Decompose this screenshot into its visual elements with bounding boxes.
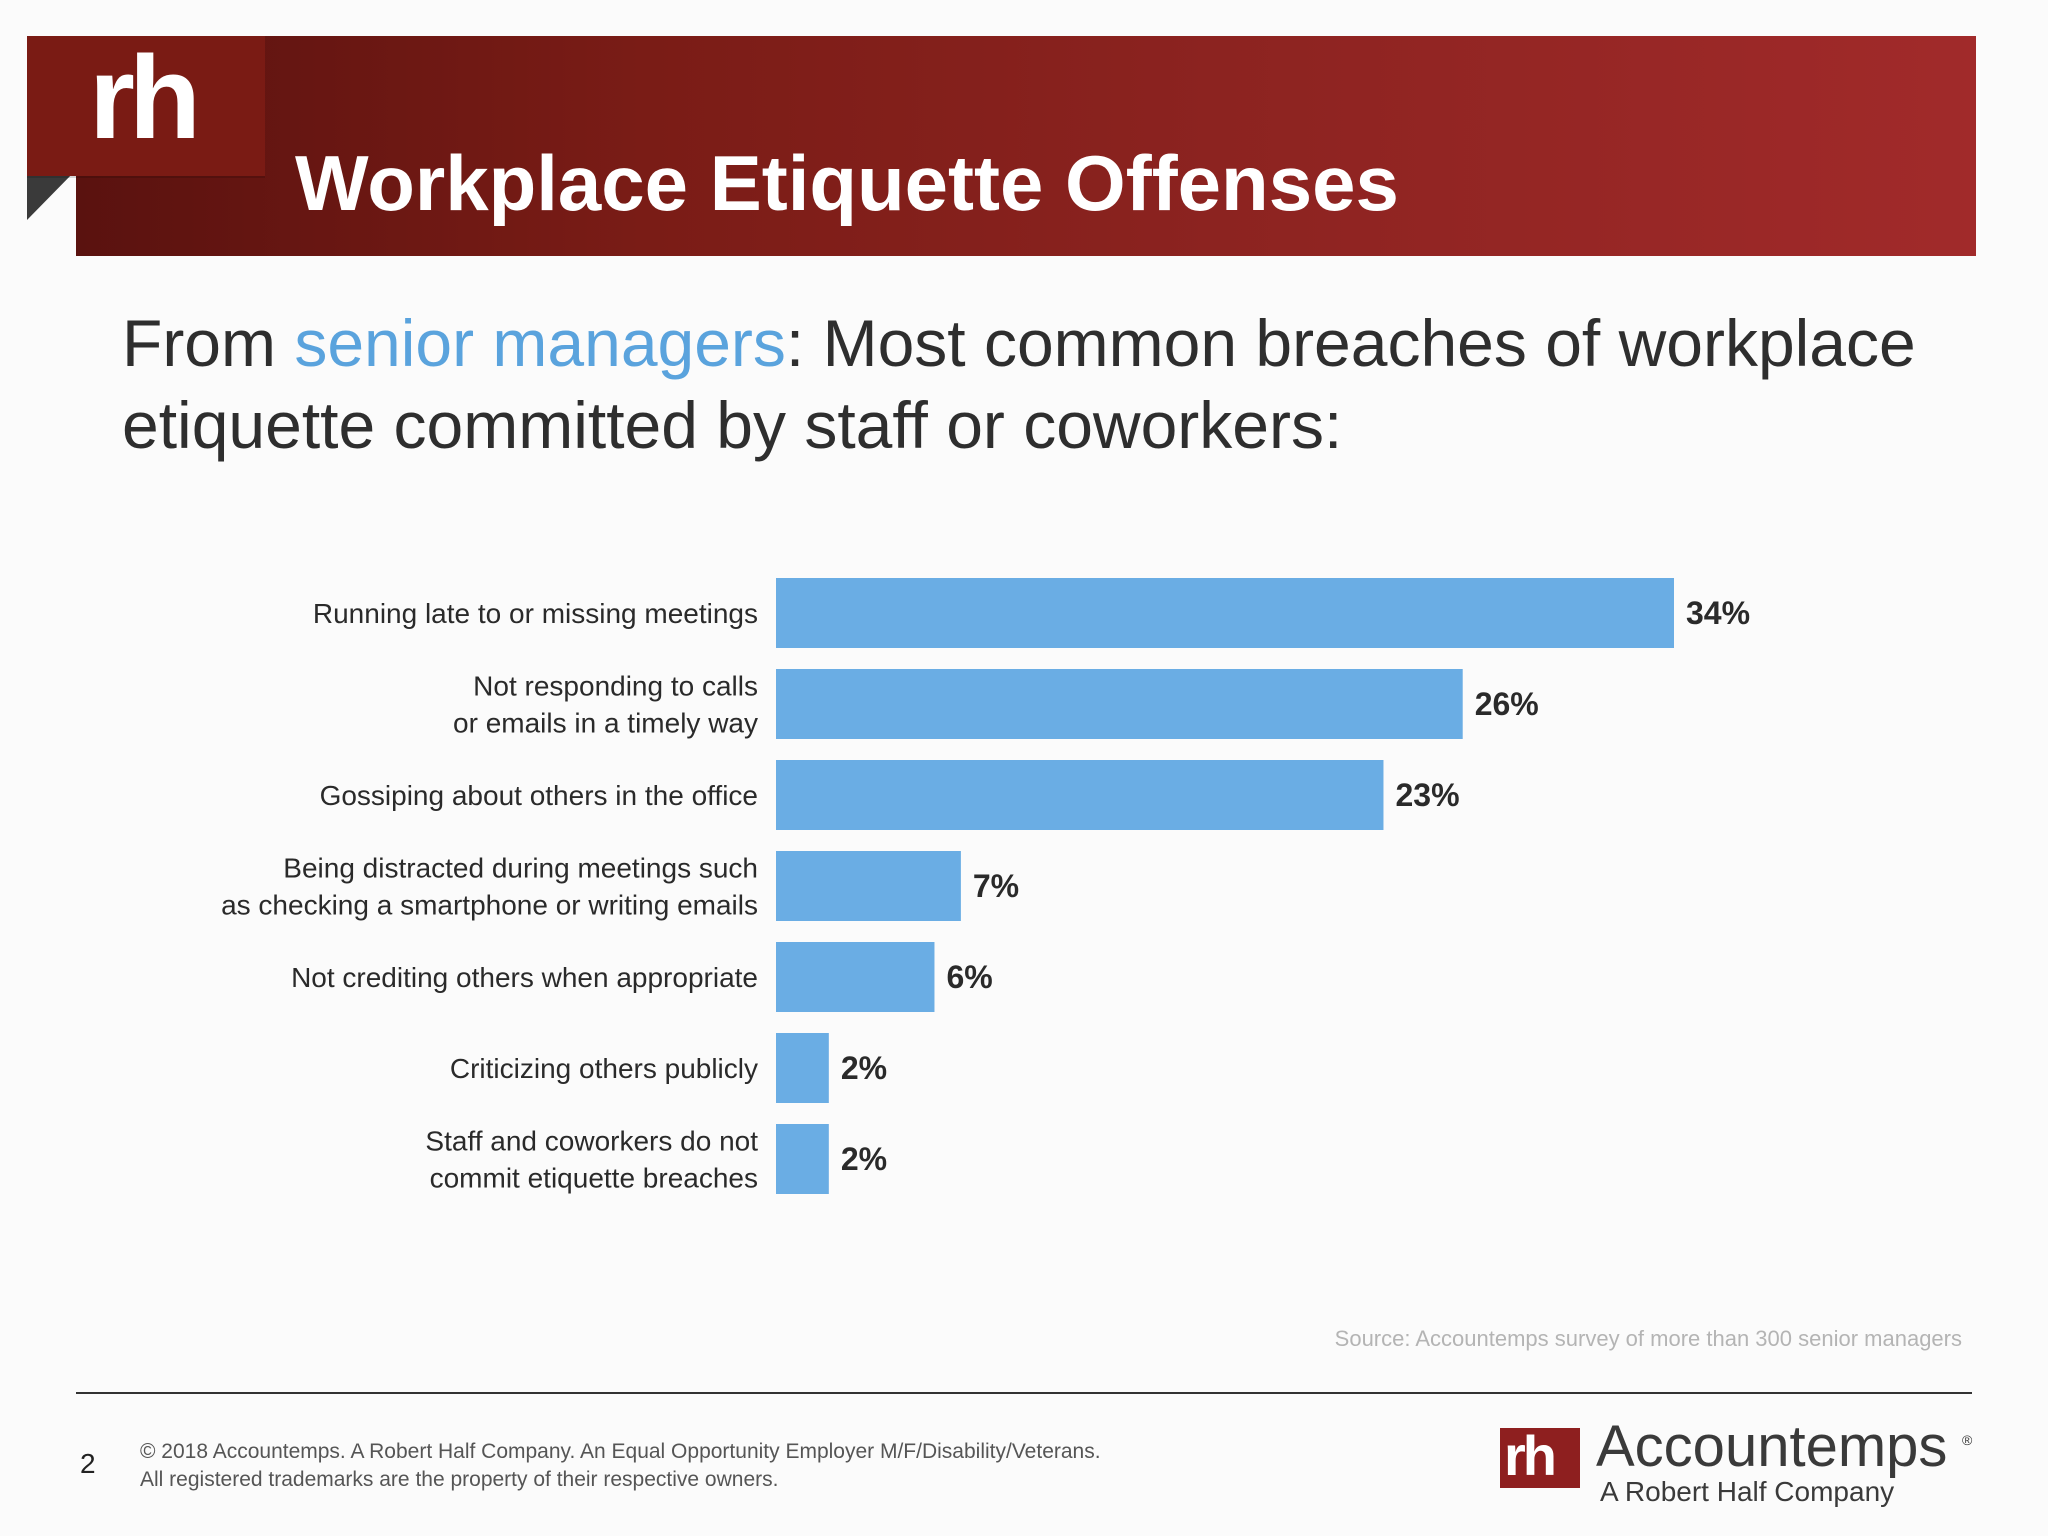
- brand-mark-text: rh: [1504, 1424, 1557, 1487]
- copyright-notice: © 2018 Accountemps. A Robert Half Compan…: [140, 1438, 1101, 1494]
- rh-logo: rh: [27, 36, 265, 176]
- subtitle-prefix: From: [122, 306, 295, 380]
- category-label-2-line-2: or emails in a timely way: [453, 708, 758, 739]
- bar-value-label-4: 7%: [973, 868, 1019, 904]
- source-note: Source: Accountemps survey of more than …: [1334, 1326, 1962, 1351]
- brand-mark: rh: [1500, 1424, 1580, 1488]
- category-label-6: Criticizing others publicly: [450, 1053, 758, 1084]
- bar-value-label-3: 23%: [1395, 777, 1459, 813]
- bar-1: [776, 578, 1674, 648]
- bar-4: [776, 851, 961, 921]
- bar-value-label-2: 26%: [1475, 686, 1539, 722]
- category-label-7-line-2: commit etiquette breaches: [430, 1163, 758, 1194]
- category-label-4-line-2: as checking a smartphone or writing emai…: [221, 890, 758, 921]
- brand-registered-mark: ®: [1962, 1432, 1973, 1448]
- bar-value-label-7: 2%: [841, 1141, 887, 1177]
- category-label-4-line-1: Being distracted during meetings such: [283, 853, 758, 884]
- category-label-5: Not crediting others when appropriate: [291, 962, 758, 993]
- subtitle-highlight: senior managers: [294, 306, 786, 380]
- subtitle-rest: : Most common breaches of workplace etiq…: [122, 306, 1916, 462]
- brand-name: Accountemps: [1596, 1414, 1948, 1479]
- bar-value-label-6: 2%: [841, 1050, 887, 1086]
- bar-6: [776, 1033, 829, 1103]
- category-label-2-line-1: Not responding to calls: [473, 671, 758, 702]
- category-label-1: Running late to or missing meetings: [313, 598, 758, 629]
- bar-5: [776, 942, 935, 1012]
- accountemps-logo: rh Accountemps ® A Robert Half Company: [1500, 1414, 1980, 1518]
- footer-divider: [76, 1392, 1972, 1394]
- page-title: Workplace Etiquette Offenses: [295, 139, 1399, 227]
- bar-7: [776, 1124, 829, 1194]
- bar-value-label-5: 6%: [946, 959, 992, 995]
- bar-3: [776, 760, 1384, 830]
- category-label-7-line-1: Staff and coworkers do not: [425, 1126, 758, 1157]
- copyright-line-2: All registered trademarks are the proper…: [140, 1468, 779, 1491]
- rh-logo-text: rh: [89, 32, 201, 164]
- bar-2: [776, 669, 1463, 739]
- chart-subtitle: From senior managers: Most common breach…: [122, 302, 1922, 466]
- header-banner: [76, 36, 1976, 256]
- category-label-3: Gossiping about others in the office: [320, 780, 758, 811]
- brand-tagline: A Robert Half Company: [1600, 1476, 1895, 1507]
- copyright-line-1: © 2018 Accountemps. A Robert Half Compan…: [140, 1440, 1101, 1463]
- page-number: 2: [80, 1448, 96, 1479]
- bar-value-label-1: 34%: [1686, 595, 1750, 631]
